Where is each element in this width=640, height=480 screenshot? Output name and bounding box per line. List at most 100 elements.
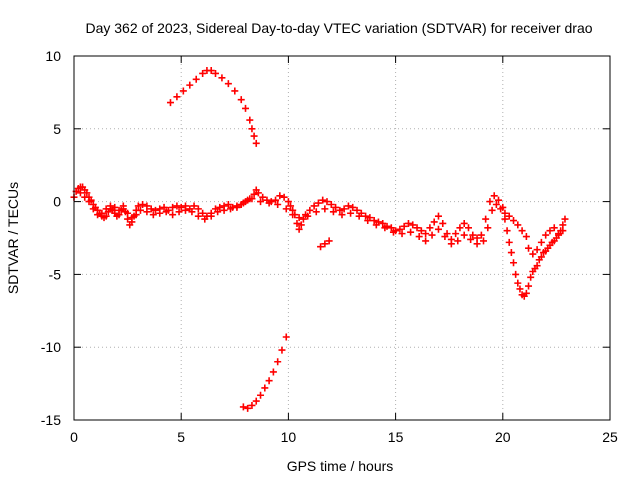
data-point	[409, 221, 417, 229]
data-point	[134, 202, 142, 210]
data-point	[220, 206, 228, 214]
data-point	[231, 87, 239, 95]
data-point	[173, 202, 181, 210]
data-point	[192, 75, 200, 83]
data-point	[244, 196, 252, 204]
data-point	[329, 208, 337, 216]
data-point	[199, 69, 207, 77]
data-point	[379, 219, 387, 227]
data-point	[518, 227, 526, 235]
data-point	[295, 214, 303, 222]
data-point	[516, 285, 524, 293]
data-point	[160, 203, 168, 211]
data-point	[282, 205, 290, 213]
data-point	[295, 225, 303, 233]
data-point	[250, 132, 258, 140]
data-point	[274, 358, 282, 366]
data-point	[252, 139, 260, 147]
data-point	[340, 205, 348, 213]
data-point	[525, 244, 533, 252]
data-point	[319, 196, 327, 204]
data-point	[467, 235, 475, 243]
data-point	[503, 227, 511, 235]
y-tick-labels: -15 -10 -5 0 5 10	[41, 48, 61, 428]
data-point	[559, 227, 567, 235]
data-point	[284, 198, 292, 206]
x-tick-label: 20	[495, 429, 511, 445]
y-tick-label: -5	[49, 266, 62, 282]
data-point	[314, 199, 322, 207]
data-point	[501, 209, 509, 217]
data-point	[505, 238, 513, 246]
data-point	[426, 224, 434, 232]
data-point	[169, 211, 177, 219]
data-point	[81, 193, 89, 201]
data-point	[464, 224, 472, 232]
x-tick-label: 10	[281, 429, 297, 445]
chart-title: Day 362 of 2023, Sidereal Day-to-day VTE…	[85, 20, 592, 36]
data-point	[128, 214, 136, 222]
data-point	[370, 217, 378, 225]
data-point	[332, 203, 340, 211]
data-point	[505, 212, 513, 220]
data-point	[484, 224, 492, 232]
data-point	[115, 206, 123, 214]
data-point	[124, 209, 132, 217]
data-point	[194, 205, 202, 213]
x-tick-labels: 0 5 10 15 20 25	[70, 429, 618, 445]
data-point	[514, 221, 522, 229]
data-point	[181, 202, 189, 210]
data-point	[396, 225, 404, 233]
data-point	[321, 205, 329, 213]
series-group	[166, 67, 260, 147]
data-point	[404, 219, 412, 227]
data-point	[248, 195, 256, 203]
data-point	[156, 209, 164, 217]
y-tick-label: 0	[53, 194, 61, 210]
data-point	[254, 189, 262, 197]
data-point	[422, 230, 430, 238]
data-point	[162, 208, 170, 216]
data-point	[306, 206, 314, 214]
data-point	[186, 81, 194, 89]
data-point	[473, 240, 481, 248]
data-point	[224, 201, 232, 209]
y-tick-label: -10	[41, 339, 61, 355]
data-point	[310, 202, 318, 210]
data-point	[456, 224, 464, 232]
data-point	[321, 240, 329, 248]
data-point	[89, 205, 97, 213]
data-point	[417, 227, 425, 235]
data-point	[550, 224, 558, 232]
data-point	[248, 401, 256, 409]
data-point	[274, 201, 282, 209]
data-point	[389, 228, 397, 236]
data-point	[490, 192, 498, 200]
data-point	[537, 238, 545, 246]
data-point	[233, 203, 241, 211]
data-point	[460, 231, 468, 239]
data-point	[83, 189, 91, 197]
data-point	[246, 116, 254, 124]
data-point	[239, 403, 247, 411]
data-point	[561, 215, 569, 223]
data-point	[248, 125, 256, 133]
data-point	[542, 231, 550, 239]
data-point	[207, 212, 215, 220]
data-point	[522, 233, 530, 241]
data-point	[482, 215, 490, 223]
data-point	[387, 224, 395, 232]
series-group	[76, 189, 567, 258]
data-point	[257, 198, 265, 206]
data-point	[190, 202, 198, 210]
data-point	[407, 228, 415, 236]
data-point	[289, 211, 297, 219]
series-group	[70, 183, 569, 300]
data-point	[355, 212, 363, 220]
data-point	[257, 391, 265, 399]
data-point	[218, 74, 226, 82]
y-tick-label: 5	[53, 121, 61, 137]
data-point	[486, 198, 494, 206]
x-tick-label: 25	[602, 429, 618, 445]
